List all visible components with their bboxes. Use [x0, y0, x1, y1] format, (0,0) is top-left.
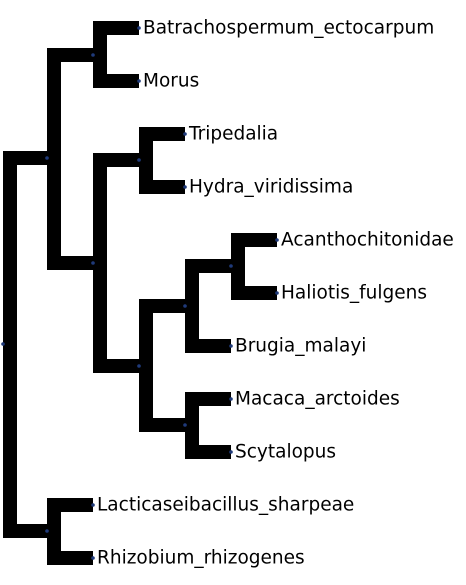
leaf-tip-node-3	[183, 185, 187, 189]
clade-tripedalia-hydra-vertical-branch	[139, 127, 153, 194]
clade-root-upper-arm	[3, 151, 47, 165]
clade-batrachospermum-morus-node	[91, 53, 95, 57]
clade-eukaryota-upper-arm	[47, 48, 93, 62]
clade-bacteria-upper-arm	[47, 498, 93, 512]
clade-batrachospermum-morus-vertical-branch	[93, 21, 107, 88]
leaf-label-morus: Morus	[143, 71, 199, 92]
leaf-label-brugia-malayi: Brugia_malayi	[235, 336, 366, 357]
clade-root-vertical-branch	[3, 151, 17, 538]
clade-eukaryota-lower-arm	[47, 256, 93, 270]
clade-bacteria-lower-arm	[47, 551, 93, 565]
clade-cnidaria-bilateria-node	[91, 261, 95, 265]
clade-mollusca-brugia-vertical-branch	[185, 259, 199, 353]
clade-acanthochitonidae-haliotis-upper-arm	[231, 233, 277, 247]
clade-tripedalia-hydra-node	[137, 158, 141, 162]
clade-batrachospermum-morus-lower-arm	[93, 74, 139, 88]
leaf-tip-node-7	[229, 397, 233, 401]
clade-cnidaria-bilateria-vertical-branch	[93, 153, 107, 373]
clade-bacteria-node	[45, 529, 49, 533]
clade-mollusca-brugia-node	[183, 304, 187, 308]
leaf-tip-node-5	[275, 291, 279, 295]
leaf-label-acanthochitonidae: Acanthochitonidae	[281, 230, 454, 251]
clade-acanthochitonidae-haliotis-lower-arm	[231, 286, 277, 300]
tree-branches	[3, 21, 277, 565]
clade-macaca-scytalopus-vertical-branch	[185, 392, 199, 459]
clade-bilateria-upper-arm	[139, 299, 185, 313]
clade-eukaryota-node	[45, 156, 49, 160]
clade-bilateria-vertical-branch	[139, 299, 153, 432]
tree-nodes	[1, 26, 279, 560]
leaf-tip-node-2	[183, 132, 187, 136]
leaf-tip-node-8	[229, 450, 233, 454]
leaf-label-tripedalia: Tripedalia	[188, 124, 278, 145]
clade-bilateria-node	[137, 364, 141, 368]
clade-macaca-scytalopus-upper-arm	[185, 392, 231, 406]
clade-mollusca-brugia-lower-arm	[185, 339, 231, 353]
clade-tripedalia-hydra-lower-arm	[139, 180, 185, 194]
clade-cnidaria-bilateria-upper-arm	[93, 153, 139, 167]
clade-acanthochitonidae-haliotis-vertical-branch	[231, 233, 245, 300]
leaf-tip-node-10	[91, 556, 95, 560]
leaf-label-hydra-viridissima: Hydra_viridissima	[189, 177, 353, 198]
leaf-tip-node-1	[137, 79, 141, 83]
leaf-tip-node-6	[229, 344, 233, 348]
leaf-label-rhizobium-rhizogenes: Rhizobium_rhizogenes	[97, 548, 305, 569]
clade-bilateria-lower-arm	[139, 418, 185, 432]
clade-root-lower-arm	[3, 524, 47, 538]
clade-tripedalia-hydra-upper-arm	[139, 127, 185, 141]
leaf-tip-node-9	[91, 503, 95, 507]
clade-bacteria-vertical-branch	[47, 498, 61, 565]
leaf-label-scytalopus: Scytalopus	[235, 442, 336, 463]
clade-macaca-scytalopus-lower-arm	[185, 445, 231, 459]
clade-root-node	[1, 342, 5, 346]
leaf-tip-node-4	[275, 238, 279, 242]
clade-mollusca-brugia-upper-arm	[185, 259, 231, 273]
clade-eukaryota-vertical-branch	[47, 48, 61, 270]
leaf-tip-node-0	[137, 26, 141, 30]
clade-batrachospermum-morus-upper-arm	[93, 21, 139, 35]
clade-acanthochitonidae-haliotis-node	[229, 264, 233, 268]
leaf-label-batrachospermum-ectocarpum: Batrachospermum_ectocarpum	[143, 18, 434, 39]
clade-macaca-scytalopus-node	[183, 423, 187, 427]
leaf-label-lacticaseibacillus-sharpeae: Lacticaseibacillus_sharpeae	[97, 495, 354, 516]
leaf-label-macaca-arctoides: Macaca_arctoides	[235, 389, 400, 410]
clade-cnidaria-bilateria-lower-arm	[93, 359, 139, 373]
leaf-label-haliotis-fulgens: Haliotis_fulgens	[281, 283, 427, 304]
tree-labels: Batrachospermum_ectocarpum Morus Tripeda…	[97, 18, 454, 569]
